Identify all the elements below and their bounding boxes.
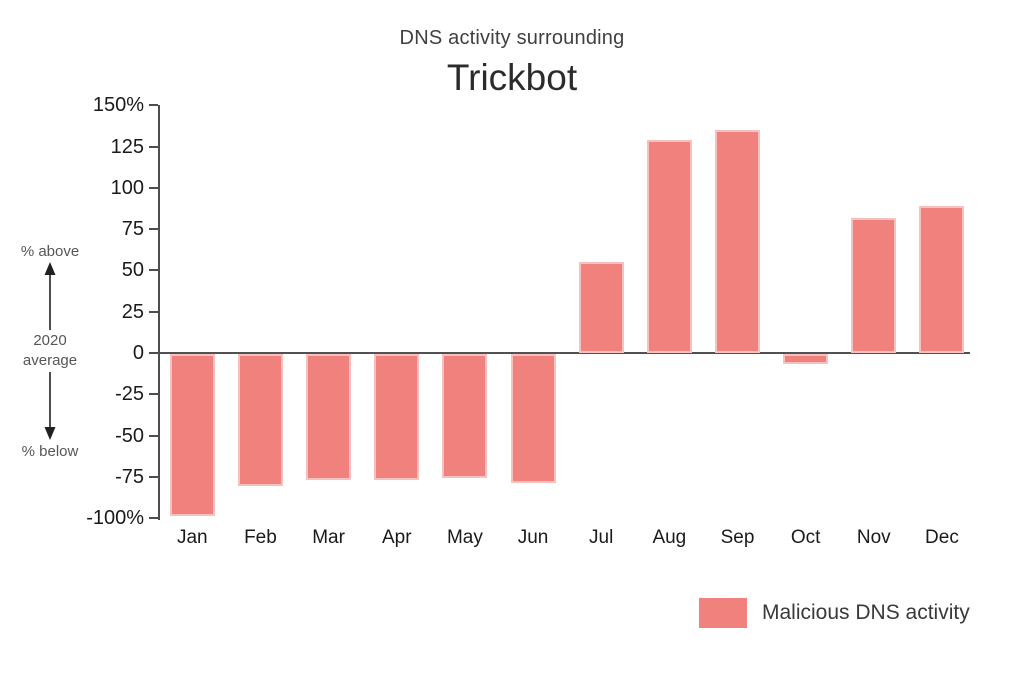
bar-mar (306, 354, 352, 480)
month-label-sep: Sep (720, 527, 755, 548)
month-label-may: May (446, 527, 483, 548)
y-tick-label: -75 (115, 465, 144, 488)
chart-title: Trickbot (446, 57, 578, 98)
y-tick (149, 228, 158, 231)
legend-label: Malicious DNS activity (762, 601, 970, 624)
month-label-aug: Aug (652, 527, 687, 548)
annotation-below-label: % below (21, 443, 79, 460)
month-label-nov: Nov (856, 527, 891, 548)
legend: Malicious DNS activity (699, 598, 970, 628)
annotation-average-line2: average (22, 352, 78, 369)
legend-swatch (699, 598, 747, 628)
month-label-jul: Jul (589, 527, 614, 548)
y-tick-label: 0 (132, 342, 144, 364)
month-label-jan: Jan (176, 527, 208, 548)
bar-apr (374, 354, 420, 480)
y-tick (149, 352, 158, 354)
y-tick-label: -100% (86, 507, 144, 530)
bar-oct (783, 354, 829, 364)
annotation-above-label: % above (20, 243, 80, 260)
y-tick (149, 475, 158, 478)
up-arrow-icon (44, 262, 56, 330)
y-tick-label: 100 (110, 176, 144, 199)
y-tick-label: -50 (115, 424, 144, 447)
y-tick (149, 517, 158, 520)
y-tick-label: 25 (121, 300, 144, 323)
annotation-average-label: 2020 average (6, 331, 94, 371)
annotation-average-line1: 2020 (33, 332, 67, 349)
bar-jan (169, 354, 215, 516)
month-label-mar: Mar (312, 527, 345, 548)
y-tick (149, 434, 158, 437)
y-axis-line (158, 105, 160, 521)
bar-jul (578, 262, 624, 353)
month-label-oct: Oct (790, 527, 821, 548)
bar-dec (919, 205, 965, 353)
y-tick (149, 104, 158, 107)
month-label-jun: Jun (517, 527, 549, 548)
month-label-dec: Dec (925, 527, 959, 548)
y-tick-label: -25 (115, 383, 144, 406)
y-tick-label: 125 (110, 135, 144, 158)
y-tick-label: 150% (92, 94, 144, 117)
zero-line (160, 352, 970, 354)
y-tick-label: 50 (121, 259, 144, 282)
bar-nov (851, 217, 897, 353)
bar-may (442, 354, 488, 478)
y-tick (149, 145, 158, 148)
y-tick (149, 393, 158, 396)
bar-sep (715, 129, 760, 353)
bar-feb (237, 354, 283, 487)
bar-aug (646, 139, 692, 353)
y-tick (149, 310, 158, 313)
month-label-feb: Feb (244, 527, 277, 548)
bar-jun (510, 354, 556, 483)
y-tick-label: 75 (121, 218, 144, 241)
y-tick (149, 269, 158, 272)
month-label-apr: Apr (381, 527, 412, 548)
chart-subtitle: DNS activity surrounding (399, 27, 625, 49)
down-arrow-icon (44, 372, 56, 440)
y-tick (149, 186, 158, 189)
